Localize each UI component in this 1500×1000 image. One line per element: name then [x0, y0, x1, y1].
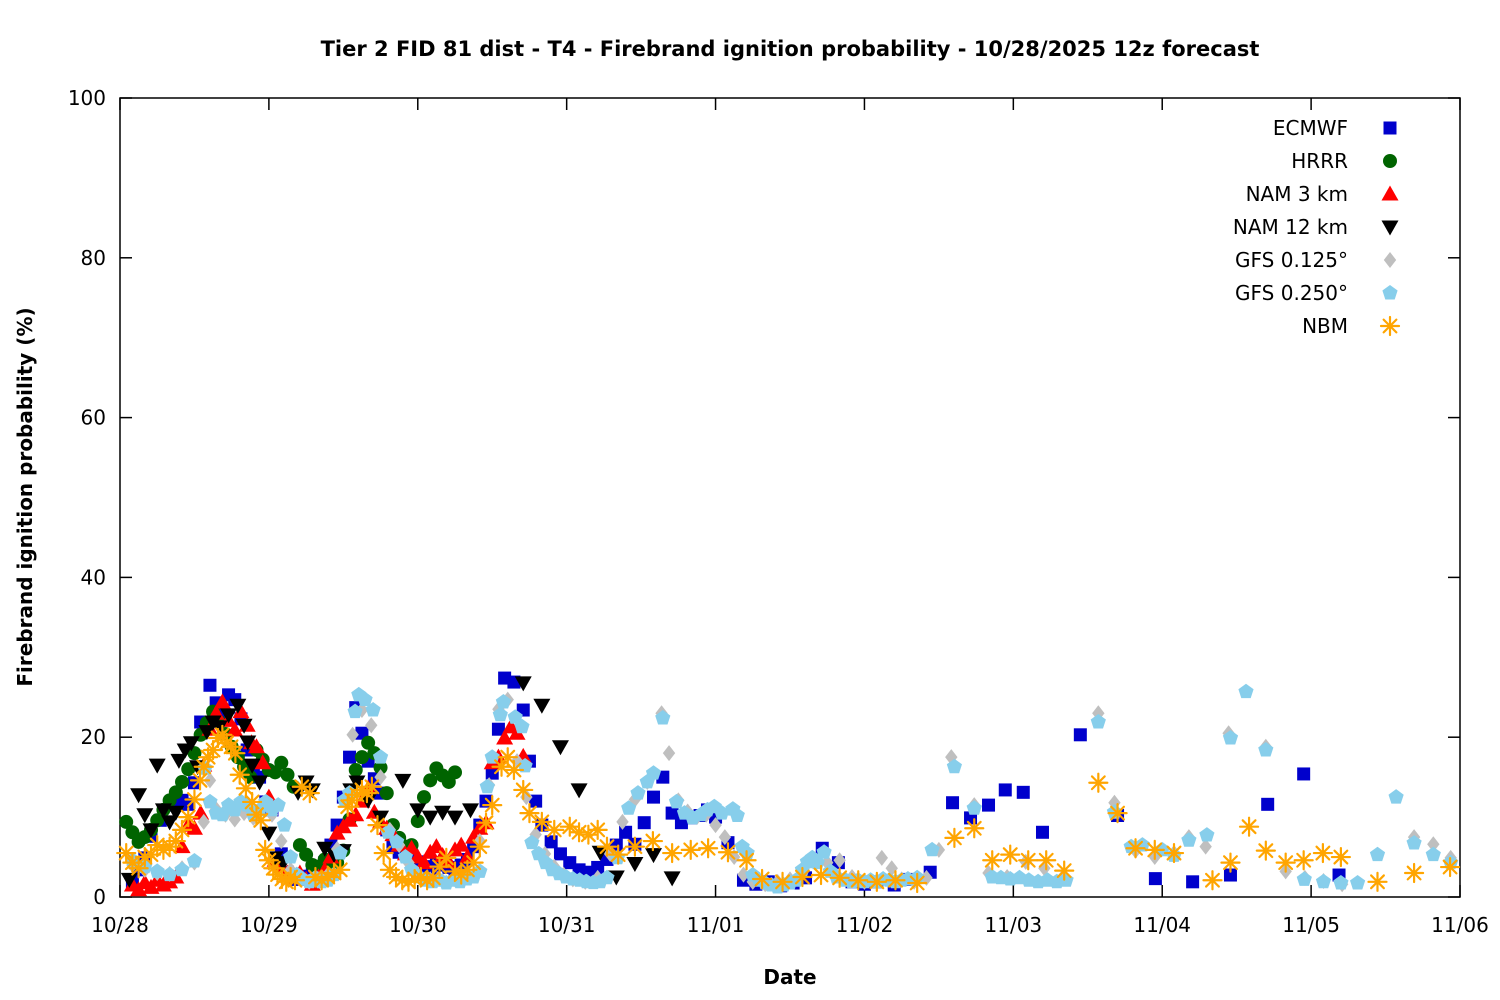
y-axis-title: Firebrand ignition probability (%) — [13, 307, 37, 686]
x-tick-label: 10/30 — [389, 913, 447, 937]
x-tick-label: 11/01 — [687, 913, 745, 937]
x-tick-label: 11/04 — [1133, 913, 1191, 937]
y-tick-label: 100 — [68, 86, 106, 110]
x-tick-label: 11/02 — [836, 913, 894, 937]
legend-item-nam-3-km: NAM 3 km — [1246, 182, 1399, 206]
x-axis-ticks: 10/28 10/29 10/30 10/31 11/01 11/02 11/03 11/04… — [91, 98, 1489, 937]
x-tick-label: 10/29 — [240, 913, 298, 937]
x-tick-label: 10/31 — [538, 913, 596, 937]
x-tick-label: 11/05 — [1282, 913, 1340, 937]
x-tick-label: 11/06 — [1431, 913, 1489, 937]
series-nbm — [116, 724, 1461, 894]
y-axis-ticks: 0 20 40 60 80 100 — [68, 86, 1460, 909]
plot-border — [119, 97, 1461, 898]
y-tick-label: 60 — [81, 406, 106, 430]
legend-label: NBM — [1302, 314, 1348, 338]
y-tick-label: 80 — [81, 246, 106, 270]
legend-item-nam-12-km: NAM 12 km — [1233, 215, 1399, 239]
legend-label: NAM 3 km — [1246, 182, 1348, 206]
chart-title: Tier 2 FID 81 dist - T4 - Firebrand igni… — [321, 37, 1260, 61]
legend-item-gfs-0-250: GFS 0.250° — [1235, 281, 1398, 305]
legend-label: ECMWF — [1273, 116, 1348, 140]
plot-content: 0 20 40 60 80 100 10/28 10/29 10/30 10/31 11/01 11/… — [68, 86, 1489, 937]
legend-label: GFS 0.125° — [1235, 248, 1348, 272]
legend-label: GFS 0.250° — [1235, 281, 1348, 305]
y-tick-label: 40 — [81, 565, 106, 589]
x-tick-label: 10/28 — [91, 913, 149, 937]
legend-item-nbm: NBM — [1302, 314, 1401, 338]
legend-item-gfs-0-125: GFS 0.125° — [1235, 248, 1397, 272]
x-tick-label: 11/03 — [985, 913, 1043, 937]
legend-item-ecmwf: ECMWF — [1273, 116, 1397, 140]
x-axis-title: Date — [763, 965, 816, 989]
legend: ECMWF HRRR NAM 3 km NAM 12 km GFS 0.125° GFS … — [1233, 116, 1401, 338]
legend-label: NAM 12 km — [1233, 215, 1348, 239]
legend-label: HRRR — [1291, 149, 1348, 173]
y-tick-label: 20 — [81, 725, 106, 749]
y-tick-label: 0 — [93, 885, 106, 909]
legend-item-hrrr: HRRR — [1291, 149, 1397, 173]
